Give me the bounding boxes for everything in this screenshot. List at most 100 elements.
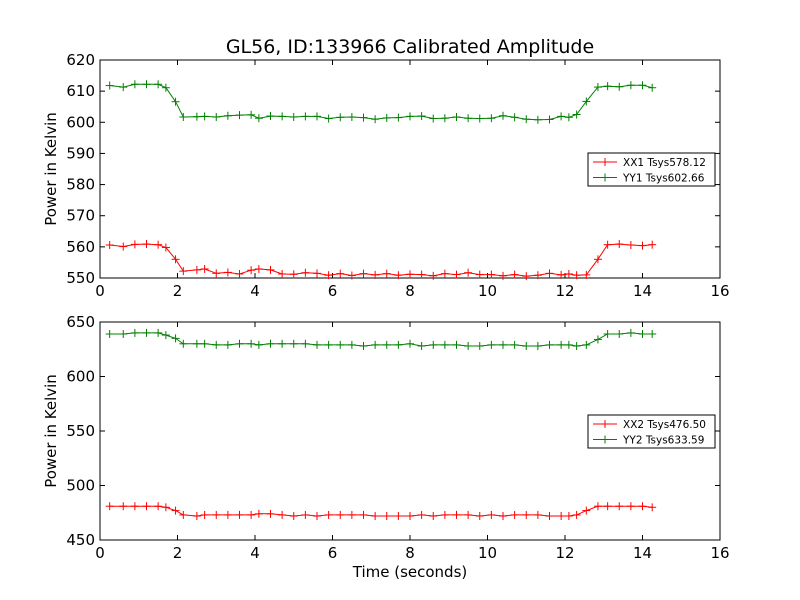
data-point-marker: [247, 339, 256, 348]
data-point-marker: [278, 112, 287, 121]
y-tick-label: 580: [66, 176, 95, 194]
data-point-marker: [179, 112, 188, 121]
data-point-marker: [105, 502, 114, 511]
data-point-marker: [212, 112, 221, 121]
data-point-marker: [371, 115, 380, 124]
data-point-marker: [266, 112, 275, 121]
data-point-marker: [648, 503, 657, 512]
y-tick-label: 560: [66, 238, 95, 256]
data-point-marker: [336, 269, 345, 278]
data-point-marker: [394, 271, 403, 280]
data-point-marker: [572, 271, 581, 280]
data-point-marker: [406, 270, 414, 279]
data-point-marker: [289, 512, 298, 521]
data-point-marker: [324, 114, 333, 123]
data-point-marker: [533, 341, 542, 350]
data-point-marker: [223, 268, 232, 277]
data-point-marker: [545, 512, 554, 521]
data-point-marker: [557, 512, 566, 521]
data-point-marker: [278, 510, 287, 519]
data-point-marker: [171, 334, 180, 343]
data-point-marker: [192, 265, 201, 274]
data-point-marker: [347, 510, 356, 519]
data-point-marker: [572, 341, 581, 350]
data-point-marker: [522, 115, 531, 124]
data-point-marker: [626, 502, 635, 511]
data-point-marker: [429, 271, 438, 280]
data-point-marker: [200, 510, 209, 519]
data-point-marker: [359, 341, 368, 350]
data-point-marker: [192, 112, 201, 121]
data-point-marker: [626, 81, 635, 90]
data-point-marker: [142, 80, 151, 89]
data-point-marker: [142, 240, 151, 249]
data-point-marker: [638, 81, 647, 90]
series-xx2: [105, 502, 657, 521]
x-tick-label: 0: [95, 282, 105, 300]
data-point-marker: [223, 340, 232, 349]
data-point-marker: [254, 264, 263, 273]
data-point-marker: [130, 502, 139, 511]
x-tick-label: 14: [633, 544, 652, 562]
data-point-marker: [247, 266, 256, 275]
data-point-marker: [417, 112, 426, 121]
data-point-marker: [313, 512, 321, 521]
data-point-marker: [510, 113, 519, 122]
data-point-marker: [278, 339, 287, 348]
x-tick-label: 10: [478, 544, 497, 562]
data-point-marker: [406, 112, 414, 121]
data-point-marker: [235, 339, 244, 348]
data-point-marker: [119, 329, 128, 338]
data-point-marker: [582, 97, 591, 106]
data-point-marker: [499, 111, 507, 120]
legend: XX2 Tsys476.50 YY2 Tsys633.59: [587, 414, 716, 449]
data-point-marker: [200, 112, 209, 121]
data-point-marker: [572, 110, 581, 119]
data-point-marker: [533, 510, 542, 519]
data-point-marker: [638, 502, 647, 511]
data-point-marker: [371, 340, 380, 349]
data-point-marker: [564, 512, 573, 521]
data-point-marker: [200, 339, 209, 348]
data-point-marker: [154, 328, 163, 337]
data-point-marker: [154, 80, 163, 89]
data-point-marker: [301, 339, 310, 348]
data-point-marker: [130, 80, 139, 89]
x-tick-label: 14: [633, 282, 652, 300]
legend-item: YY1 Tsys602.66: [593, 173, 705, 185]
data-point-marker: [266, 339, 275, 348]
data-point-marker: [359, 510, 368, 519]
data-point-marker: [171, 97, 180, 106]
data-point-marker: [510, 510, 519, 519]
data-point-marker: [235, 510, 244, 519]
data-point-marker: [582, 340, 591, 349]
data-point-marker: [119, 502, 128, 511]
data-point-marker: [289, 339, 298, 348]
data-point-marker: [313, 112, 321, 121]
data-point-marker: [464, 341, 473, 350]
data-point-marker: [648, 83, 657, 92]
y-axis-label: Power in Kelvin: [42, 374, 60, 488]
data-point-marker: [499, 340, 507, 349]
data-point-marker: [301, 268, 310, 277]
data-point-marker: [223, 111, 232, 120]
y-tick-label: 450: [66, 531, 95, 549]
data-point-marker: [429, 340, 438, 349]
data-point-marker: [212, 340, 221, 349]
data-point-marker: [564, 340, 573, 349]
data-point-marker: [510, 270, 519, 279]
figure-title: GL56, ID:133966 Calibrated Amplitude: [226, 36, 594, 58]
data-point-marker: [324, 271, 333, 280]
data-point-marker: [212, 510, 221, 519]
data-point-marker: [475, 512, 484, 521]
data-point-marker: [161, 243, 170, 252]
legend: XX1 Tsys578.12 YY1 Tsys602.66: [587, 152, 716, 187]
legend-label: YY2 Tsys633.59: [622, 435, 704, 447]
series-line: [109, 332, 653, 347]
data-point-marker: [626, 240, 635, 249]
data-point-marker: [487, 340, 496, 349]
data-point-marker: [192, 339, 201, 348]
data-point-marker: [336, 113, 345, 122]
legend-label: XX2 Tsys476.50: [623, 419, 706, 431]
data-point-marker: [278, 269, 287, 278]
